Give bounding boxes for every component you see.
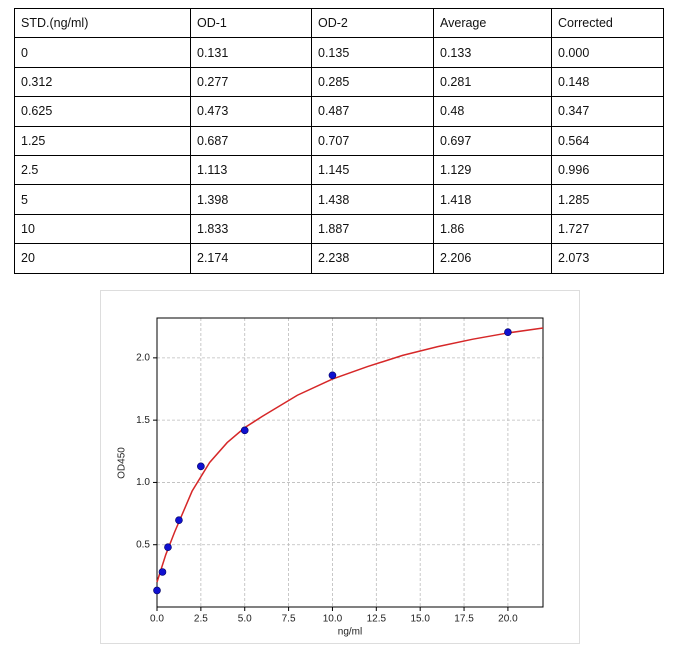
x-tick-label: 0.0 — [150, 614, 164, 625]
table-row: 20 2.174 2.238 2.206 2.073 — [14, 243, 664, 274]
table-cell: 2.206 — [433, 243, 552, 274]
y-tick-label: 1.0 — [136, 477, 150, 488]
table-cell: STD.(ng/ml) — [14, 7, 191, 39]
table-row: 5 1.398 1.438 1.418 1.285 — [14, 184, 664, 215]
data-point — [175, 516, 183, 524]
table-cell: 1.418 — [433, 184, 552, 215]
y-tick-label: 0.5 — [136, 539, 150, 550]
x-axis-label: ng/ml — [338, 627, 362, 638]
table-cell: 0.625 — [14, 96, 191, 127]
x-tick-label: 10.0 — [323, 614, 343, 625]
table-cell: 20 — [14, 243, 191, 274]
table-cell: 0.135 — [311, 37, 434, 68]
x-tick-label: 2.5 — [194, 614, 208, 625]
table-cell: 0.285 — [311, 66, 434, 98]
y-tick-label: 2.0 — [136, 353, 150, 364]
x-tick-label: 7.5 — [282, 614, 296, 625]
table-cell: Corrected — [551, 7, 664, 39]
data-point — [164, 543, 172, 552]
table-cell: 0.697 — [433, 125, 552, 156]
table-row: 10 1.833 1.887 1.86 1.727 — [14, 213, 664, 245]
table-cell: 2.238 — [311, 243, 434, 274]
table-cell: 0.687 — [190, 125, 312, 156]
table-row: 0 0.131 0.135 0.133 0.000 — [14, 37, 664, 68]
data-point — [153, 586, 161, 595]
x-tick-label: 17.5 — [454, 614, 474, 625]
table-cell: 5 — [14, 184, 191, 215]
y-tick-label: 1.5 — [136, 415, 150, 426]
chart-frame — [100, 290, 580, 644]
table-cell: Average — [433, 7, 552, 39]
table-cell: 0.281 — [433, 66, 552, 98]
table-cell: 0.487 — [311, 96, 434, 127]
table-cell: 1.887 — [311, 213, 434, 245]
data-point — [328, 371, 337, 380]
x-tick-label: 12.5 — [367, 614, 387, 625]
x-tick-label: 20.0 — [498, 614, 518, 625]
table-cell: 2.174 — [190, 243, 312, 274]
fit-curve — [156, 327, 544, 583]
table-cell: 1.129 — [433, 154, 552, 186]
data-point — [158, 568, 167, 576]
data-point — [240, 426, 249, 435]
data-table: STD.(ng/ml) OD-1 OD-2 Average Corrected 0 0.13… — [14, 7, 664, 274]
table-cell: 1.727 — [551, 213, 664, 245]
data-point — [504, 328, 512, 337]
data-point — [197, 462, 205, 471]
table-cell: 0.131 — [190, 37, 312, 68]
x-tick-label: 15.0 — [410, 614, 430, 625]
table-cell: OD-1 — [190, 7, 312, 39]
plot-frame — [156, 317, 544, 608]
table-cell: 2.073 — [551, 243, 664, 274]
x-tick-label: 5.0 — [238, 614, 252, 625]
table-row: 0.625 0.473 0.487 0.48 0.347 — [14, 96, 664, 127]
y-axis-label: OD450 — [117, 447, 128, 479]
header-row: STD.(ng/ml) OD-1 OD-2 Average Corrected — [14, 7, 664, 39]
table-cell: 0.48 — [433, 96, 552, 127]
table-cell: 0.996 — [551, 154, 664, 186]
table-cell: 1.113 — [190, 154, 312, 186]
